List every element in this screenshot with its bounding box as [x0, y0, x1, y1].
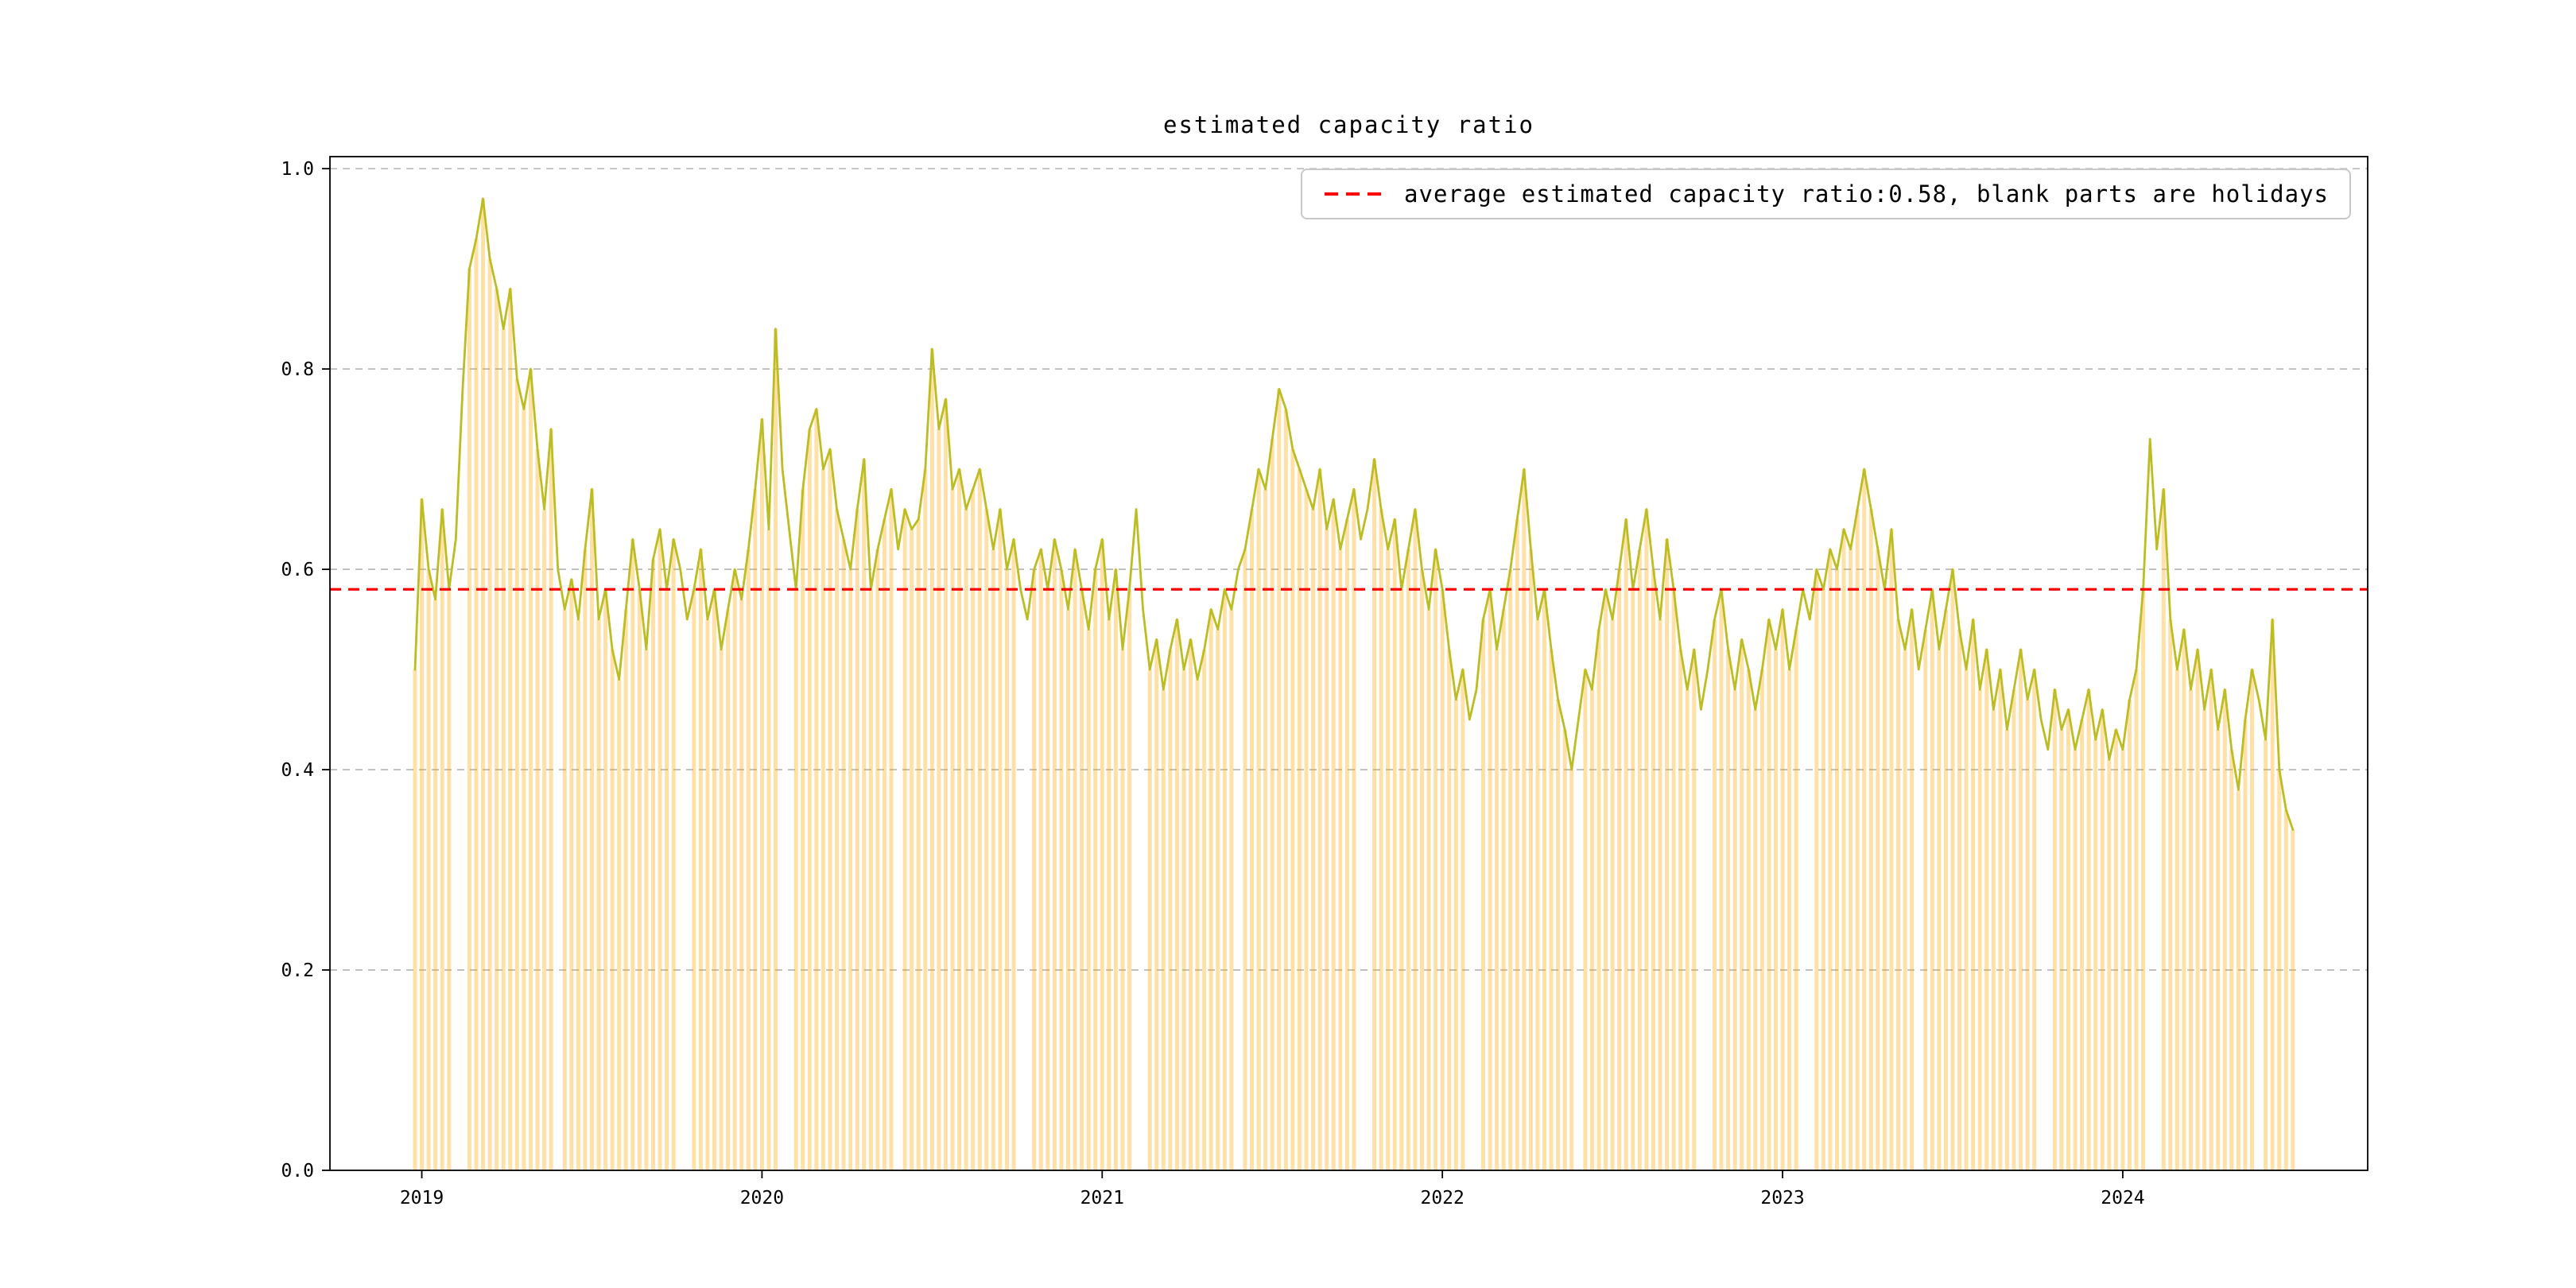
svg-text:0.8: 0.8 [281, 359, 314, 380]
svg-text:2023: 2023 [1760, 1188, 1804, 1208]
svg-text:0.2: 0.2 [281, 960, 314, 981]
chart-title: estimated capacity ratio [1162, 111, 1535, 138]
legend: average estimated capacity ratio:0.58, b… [1301, 169, 2351, 219]
svg-text:1.0: 1.0 [281, 159, 314, 180]
svg-text:0.0: 0.0 [281, 1161, 314, 1181]
svg-text:2021: 2021 [1080, 1188, 1124, 1208]
legend-label: average estimated capacity ratio:0.58, b… [1404, 180, 2329, 208]
svg-text:2024: 2024 [2101, 1188, 2144, 1208]
svg-text:2019: 2019 [400, 1188, 444, 1208]
svg-text:2020: 2020 [740, 1188, 784, 1208]
svg-text:0.6: 0.6 [281, 560, 314, 580]
legend-dash-icon [1323, 182, 1390, 206]
svg-text:0.4: 0.4 [281, 760, 314, 781]
svg-text:2022: 2022 [1420, 1188, 1464, 1208]
